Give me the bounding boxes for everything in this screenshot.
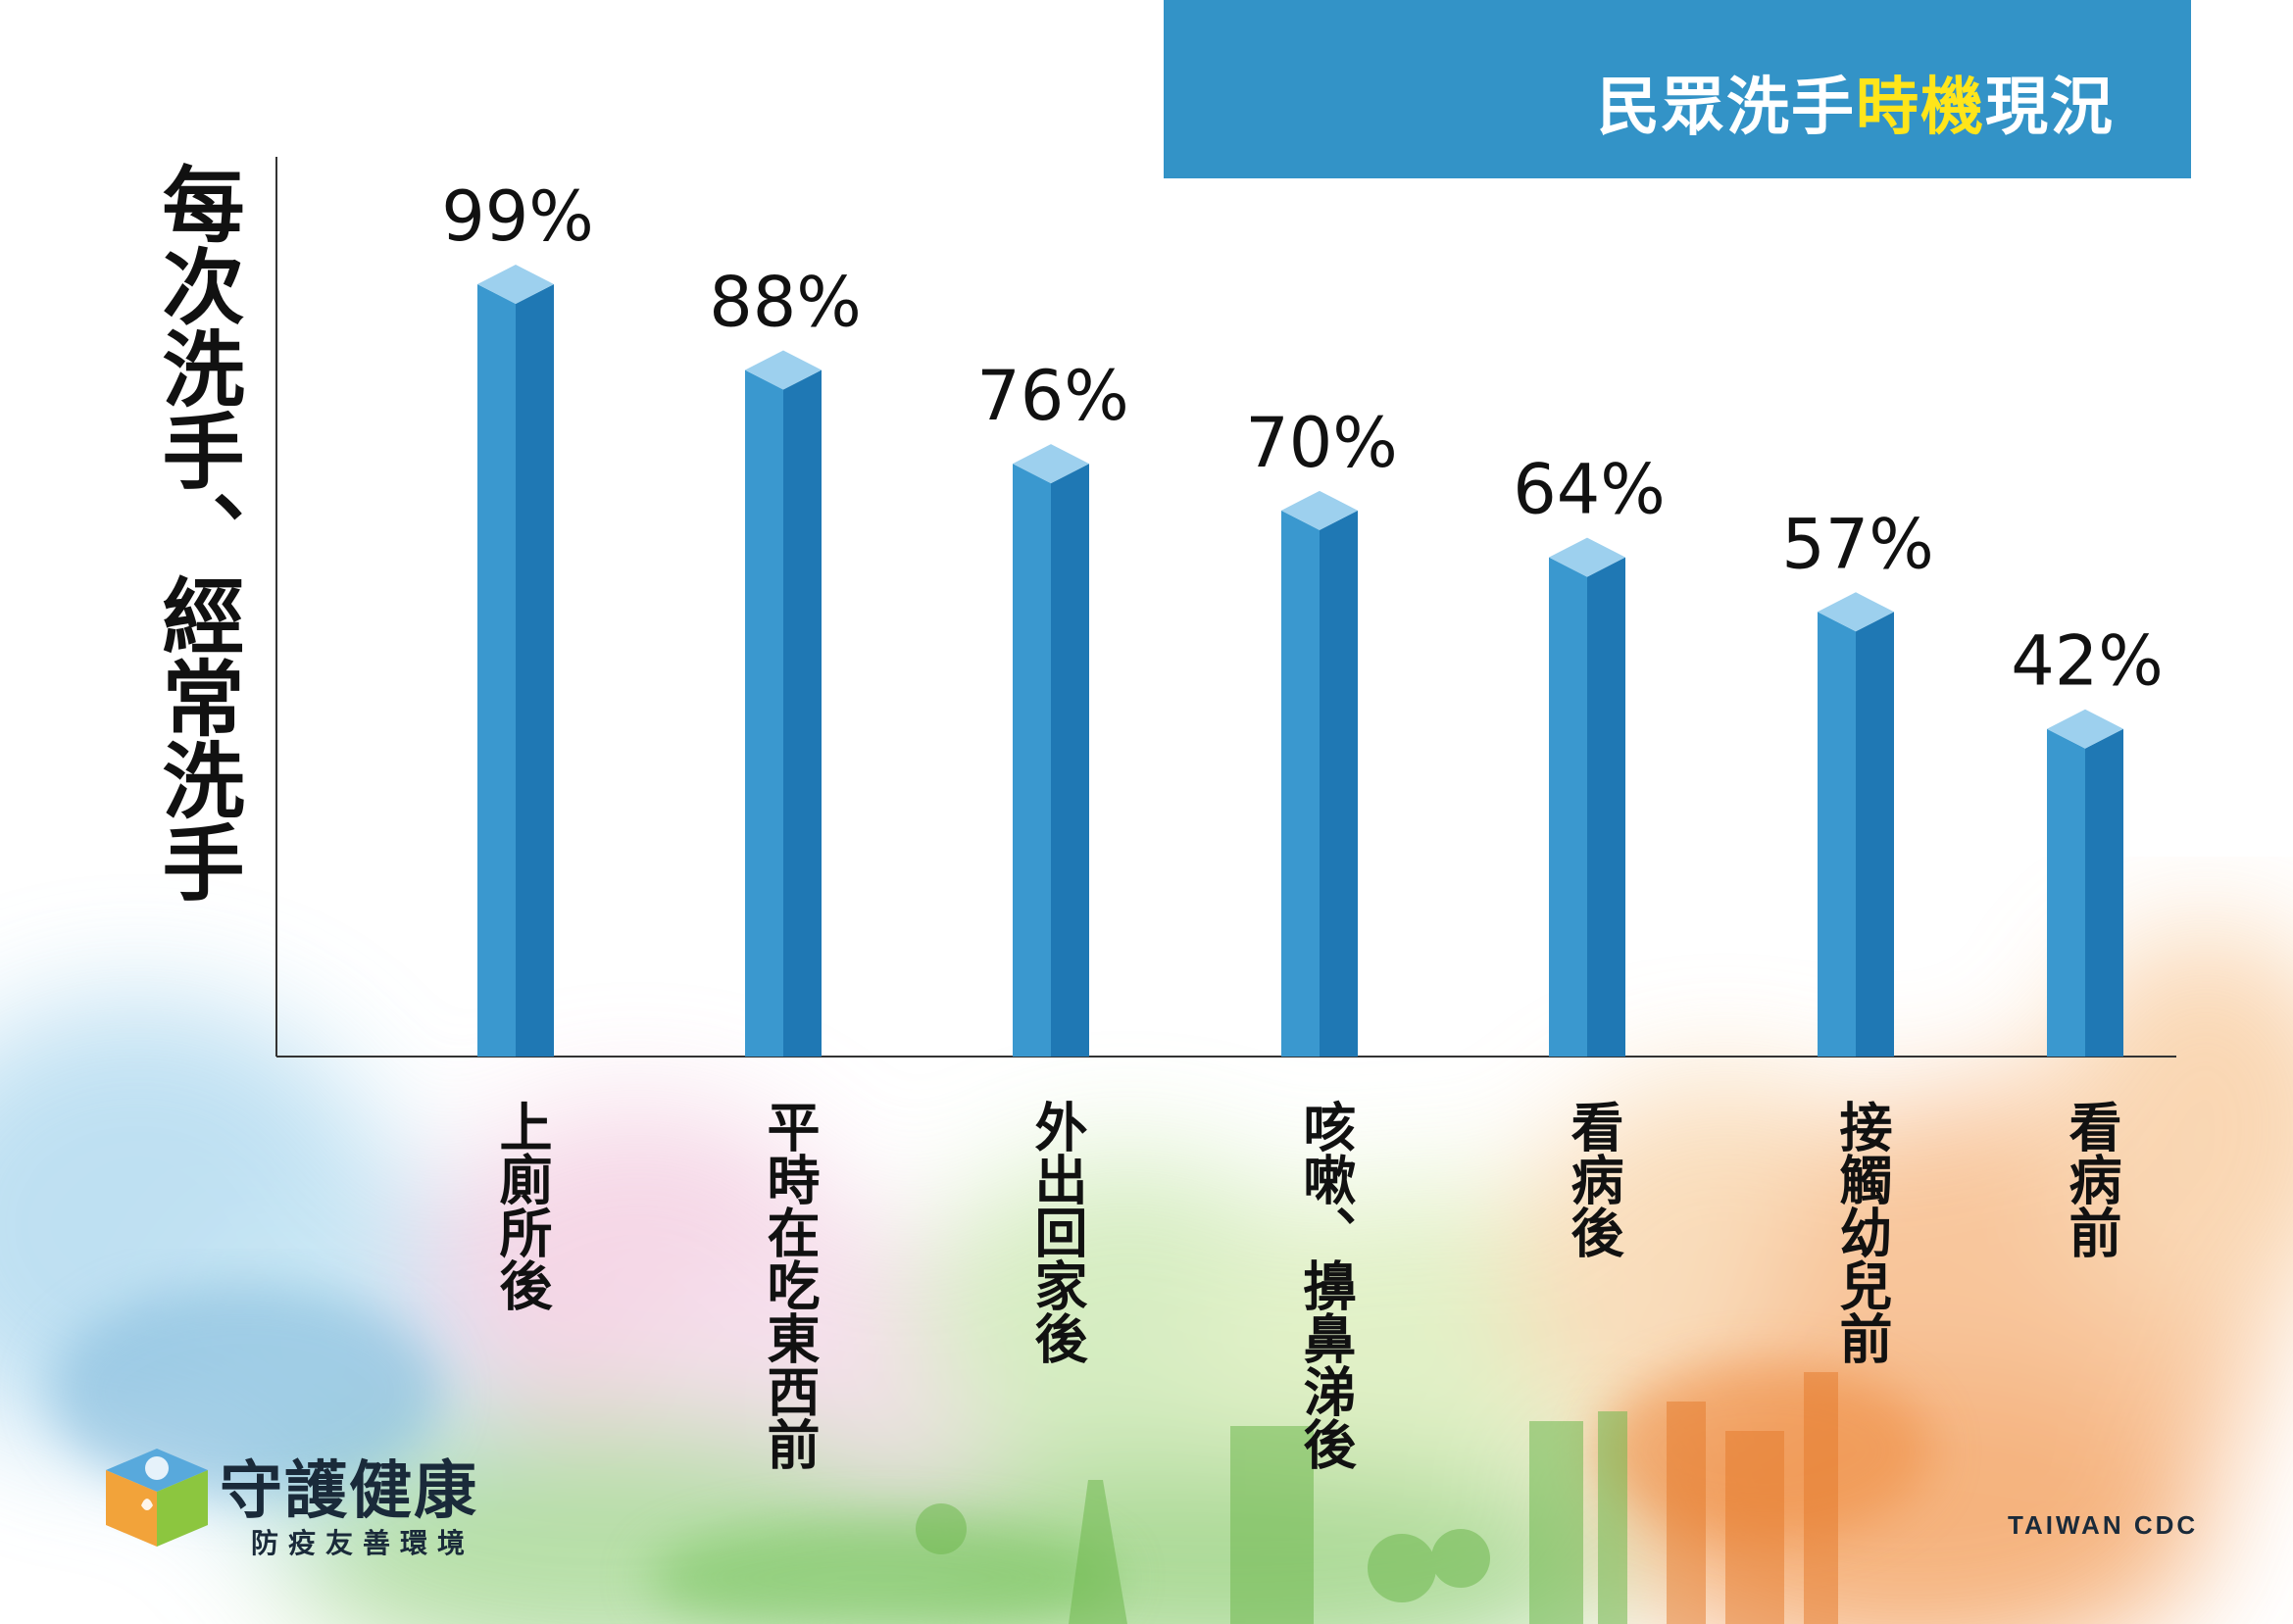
data-label: 70% <box>1245 403 1398 483</box>
logo-title: 守護健康 <box>220 1455 478 1528</box>
bar-face-left <box>1818 612 1856 1057</box>
bar-face-top <box>1281 490 1358 530</box>
category-label: 外出回家後 <box>1025 1100 1087 1364</box>
bar-7 <box>2047 709 2123 1057</box>
bar-1 <box>477 265 554 1057</box>
page-title: 民眾洗手時機現況 <box>1597 72 2115 144</box>
data-label: 76% <box>976 356 1129 436</box>
bar-face-top <box>1013 444 1089 484</box>
bar-face-top <box>1549 537 1625 577</box>
bar-3 <box>1013 444 1089 1058</box>
category-label: 平時在吃東西前 <box>758 1100 820 1470</box>
bar-face-right <box>1320 510 1358 1057</box>
bar-face-left <box>745 369 783 1057</box>
category-label: 接觸幼兒前 <box>1830 1100 1892 1364</box>
logo <box>102 1445 212 1554</box>
category-label: 上廁所後 <box>490 1100 552 1311</box>
data-label: 88% <box>709 263 862 343</box>
title-banner: 民眾洗手時機現況 <box>1164 0 2191 178</box>
bar-face-top <box>477 265 554 304</box>
logo-subtitle: 防疫友善環境 <box>251 1527 475 1559</box>
bar-face-right <box>2085 728 2123 1057</box>
bar-6 <box>1818 592 1894 1057</box>
bar-face-top <box>2047 709 2123 749</box>
bar-face-right <box>1587 557 1625 1057</box>
bar-face-top <box>745 350 822 390</box>
data-label: 64% <box>1513 450 1666 530</box>
organization-label: TAIWAN CDC <box>2008 1510 2199 1540</box>
y-axis-label: 每次洗手、經常洗手 <box>149 162 245 903</box>
bar-4 <box>1281 490 1358 1057</box>
bar-face-right <box>516 284 554 1057</box>
bar-face-top <box>1818 592 1894 632</box>
bar-5 <box>1549 537 1625 1057</box>
bar-face-right <box>783 369 822 1057</box>
data-label: 42% <box>2011 621 2164 702</box>
bar-face-right <box>1051 464 1089 1058</box>
bar-face-left <box>1549 557 1587 1057</box>
category-label: 看病後 <box>1562 1100 1623 1258</box>
title-highlight: 時機 <box>1856 72 1985 144</box>
category-label: 看病前 <box>2060 1100 2121 1258</box>
category-label: 咳嗽、擤鼻涕後 <box>1294 1100 1356 1470</box>
data-label: 57% <box>1781 504 1934 584</box>
bar-face-left <box>1281 510 1320 1057</box>
logo-cube-icon <box>106 1449 208 1547</box>
bar-2 <box>745 350 822 1057</box>
bar-face-left <box>1013 464 1051 1058</box>
data-label: 99% <box>441 176 594 257</box>
bar-face-left <box>2047 728 2085 1057</box>
bar-face-right <box>1856 612 1894 1057</box>
bar-face-left <box>477 284 516 1057</box>
